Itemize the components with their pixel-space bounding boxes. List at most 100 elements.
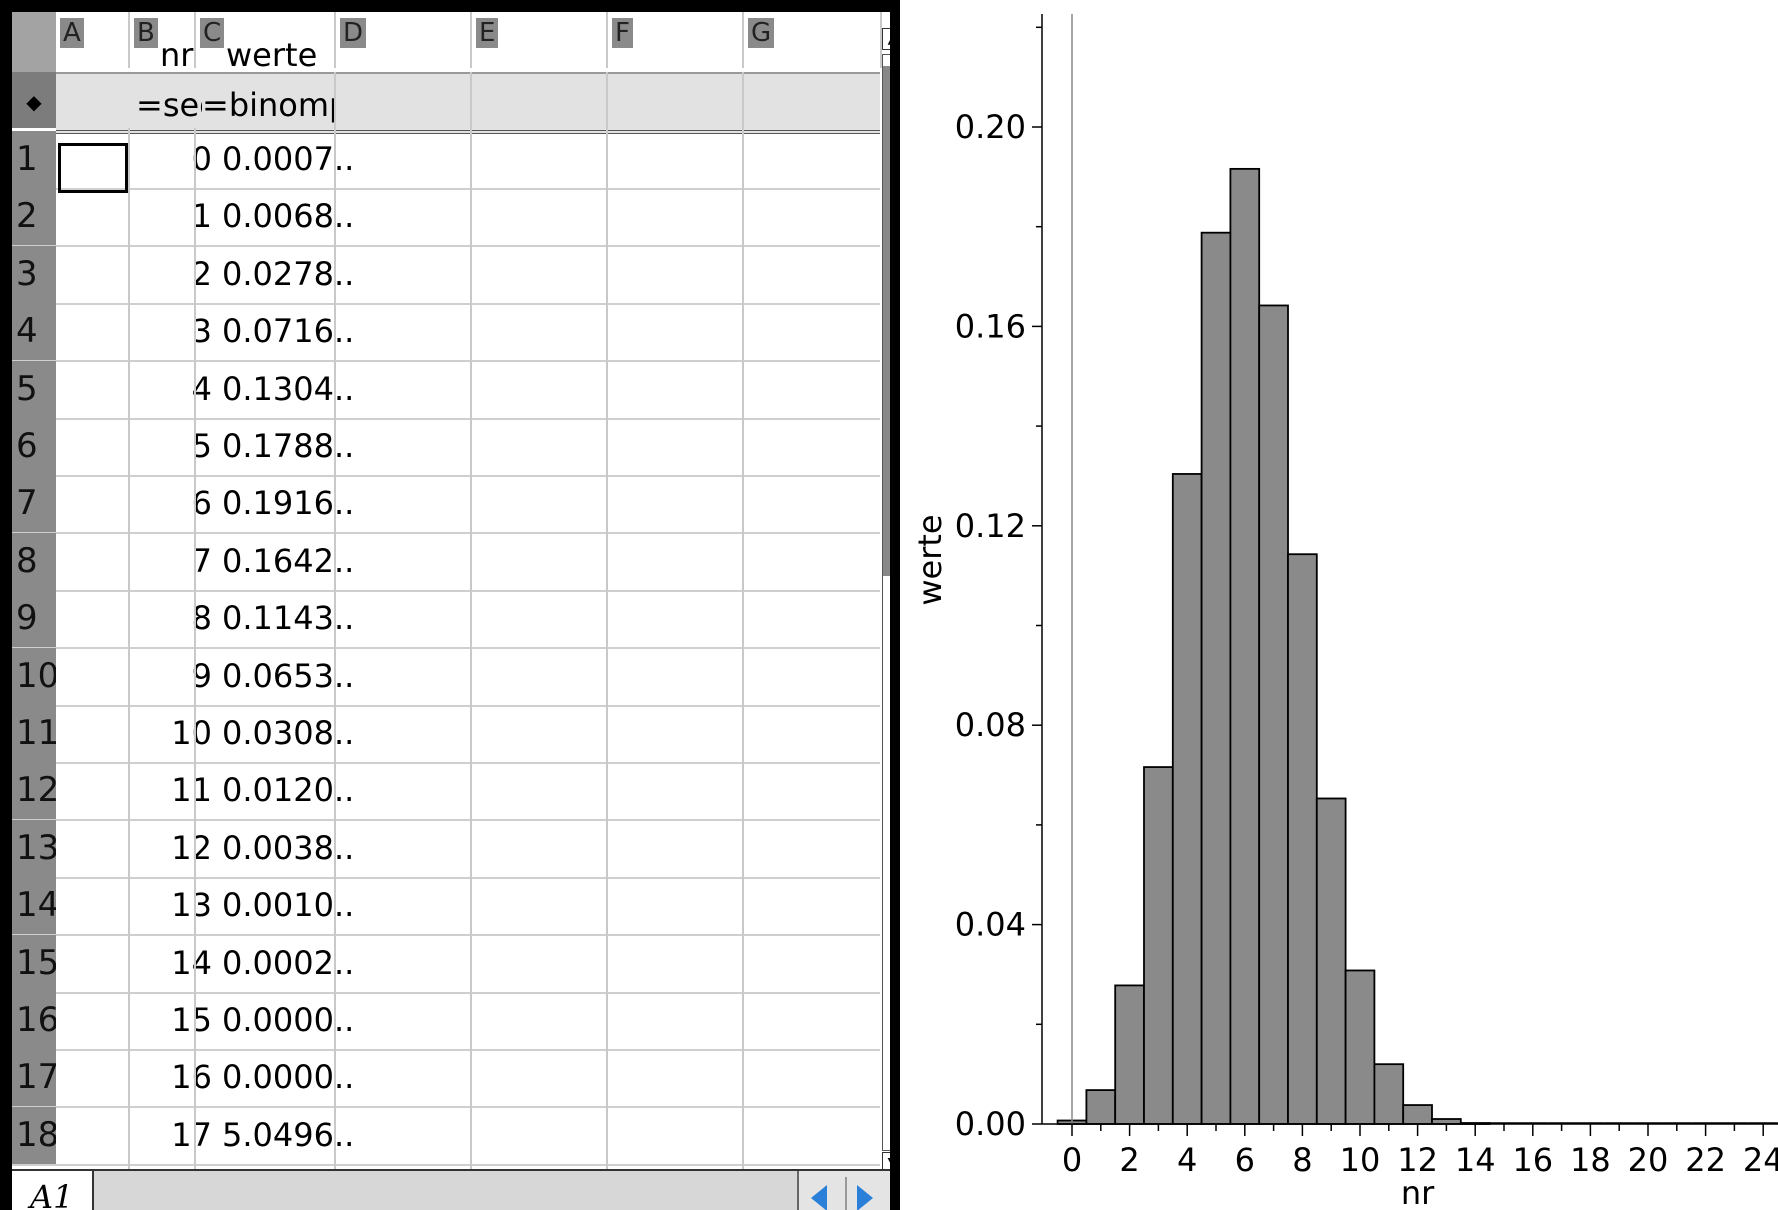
cell-nr[interactable]: 12 xyxy=(171,828,212,867)
table-row[interactable]: 7 6 0.1916.. xyxy=(12,475,880,535)
cell-nr[interactable]: 3 xyxy=(191,312,212,351)
row-number[interactable]: 14 xyxy=(12,877,56,935)
cell-werte[interactable]: 0.0010.. xyxy=(222,886,352,925)
table-row[interactable]: 13 12 0.0038.. xyxy=(12,819,880,879)
selected-cell-a1[interactable] xyxy=(58,143,128,193)
row-number[interactable]: 3 xyxy=(12,245,56,303)
cell-nr[interactable]: 11 xyxy=(171,771,212,810)
histogram-bar[interactable] xyxy=(1143,766,1174,1125)
cell-nr[interactable]: 8 xyxy=(191,599,212,638)
histogram-bar[interactable] xyxy=(1344,969,1376,1125)
scroll-track[interactable] xyxy=(882,54,890,1151)
cell-nr[interactable]: 1 xyxy=(191,197,212,236)
table-row[interactable]: 1 0 0.0007.. xyxy=(12,131,880,190)
cell-werte[interactable]: 0.0002.. xyxy=(222,943,352,982)
table-row[interactable]: 3 2 0.0278.. xyxy=(12,245,880,305)
cell-nr[interactable]: 17 xyxy=(171,1115,212,1154)
cell-nr[interactable]: 14 xyxy=(171,943,212,982)
column-header-d[interactable]: D xyxy=(336,12,472,68)
next-page-icon[interactable] xyxy=(857,1185,873,1210)
cell-werte[interactable]: 0.0308.. xyxy=(222,714,352,752)
histogram-bar[interactable] xyxy=(1287,553,1318,1125)
vertical-scrollbar[interactable]: ▲ ▼ xyxy=(880,26,890,1174)
cell-werte[interactable]: 0.0000.. xyxy=(222,1058,352,1097)
table-row[interactable]: 10 9 0.0653.. xyxy=(12,647,880,707)
row-number[interactable]: 6 xyxy=(12,418,56,475)
table-row[interactable]: 9 8 0.1143.. xyxy=(12,590,880,650)
column-header-e[interactable]: E xyxy=(472,12,608,68)
table-row[interactable]: 4 3 0.0716.. xyxy=(12,303,880,363)
cell-werte[interactable]: 5.0496.. xyxy=(222,1115,352,1154)
row-number[interactable]: 18 xyxy=(12,1106,56,1164)
table-row[interactable]: 5 4 0.1304.. xyxy=(12,360,880,420)
y-axis-label[interactable]: werte xyxy=(911,514,949,605)
cell-nr[interactable]: 9 xyxy=(191,656,212,695)
table-row[interactable]: 14 13 0.0010.. xyxy=(12,877,880,937)
cell-werte[interactable]: 0.1143.. xyxy=(222,599,352,638)
cell-nr[interactable]: 4 xyxy=(191,369,212,408)
table-row[interactable]: 11 10 0.0308.. xyxy=(12,705,880,764)
previous-page-icon[interactable] xyxy=(811,1185,827,1210)
graph-pane[interactable]: 0.00 0.04 0.08 0.12 0.16 0.20 0 2 4 6 8 10 12 14 16 18 2… xyxy=(900,0,1778,1210)
column-header-g[interactable]: G xyxy=(744,12,882,68)
histogram-bar[interactable] xyxy=(1085,1089,1117,1125)
row-number[interactable]: 1 xyxy=(12,131,56,188)
histogram-bar[interactable] xyxy=(1200,231,1232,1125)
cell-werte[interactable]: 0.0653.. xyxy=(222,656,352,695)
cell-nr[interactable]: 15 xyxy=(171,1001,212,1039)
cell-werte[interactable]: 0.0716.. xyxy=(222,312,352,351)
column-header-f[interactable]: F xyxy=(608,12,744,68)
cell-werte[interactable]: 0.1788.. xyxy=(222,427,352,465)
cell-werte[interactable]: 0.1642.. xyxy=(222,541,352,580)
row-number[interactable]: 17 xyxy=(12,1049,56,1107)
histogram-bar[interactable] xyxy=(1229,167,1261,1125)
scroll-thumb[interactable] xyxy=(883,66,890,576)
row-number[interactable]: 8 xyxy=(12,532,56,590)
row-number[interactable]: 5 xyxy=(12,360,56,418)
formula-cell-b[interactable]: =seq xyxy=(136,86,202,124)
row-number[interactable]: 4 xyxy=(12,303,56,361)
column-header-c[interactable]: C werte xyxy=(196,12,336,74)
table-row[interactable]: 8 7 0.1642.. xyxy=(12,532,880,592)
histogram-bar[interactable] xyxy=(1402,1104,1433,1125)
cell-werte[interactable]: 0.1304.. xyxy=(222,369,352,408)
row-number[interactable]: 16 xyxy=(12,992,56,1049)
cell-werte[interactable]: 0.1916.. xyxy=(222,484,352,523)
table-row[interactable]: 6 5 0.1788.. xyxy=(12,418,880,477)
histogram-bar[interactable] xyxy=(1114,984,1145,1125)
cell-werte[interactable]: 0.0068.. xyxy=(222,197,352,236)
table-row[interactable]: 18 17 5.0496.. xyxy=(12,1106,880,1166)
column-header-a[interactable]: A xyxy=(56,12,130,68)
cell-nr[interactable]: 13 xyxy=(171,886,212,925)
histogram-bar[interactable] xyxy=(1258,304,1289,1125)
row-number[interactable]: 11 xyxy=(12,705,56,762)
cell-werte[interactable]: 0.0120.. xyxy=(222,771,352,810)
scroll-up-button[interactable]: ▲ xyxy=(882,28,890,50)
row-number[interactable]: 12 xyxy=(12,762,56,820)
table-row[interactable]: 16 15 0.0000.. xyxy=(12,992,880,1051)
row-number[interactable]: 10 xyxy=(12,647,56,705)
row-number[interactable]: 15 xyxy=(12,934,56,992)
cell-nr[interactable]: 2 xyxy=(191,254,212,293)
column-header-b[interactable]: B nr xyxy=(130,12,196,74)
table-row[interactable]: 15 14 0.0002.. xyxy=(12,934,880,994)
formula-cell-c[interactable]: =binomp xyxy=(202,86,334,124)
cell-nr[interactable]: 16 xyxy=(171,1058,212,1097)
histogram-bar[interactable] xyxy=(1171,473,1203,1125)
table-row[interactable]: 12 11 0.0120.. xyxy=(12,762,880,822)
cell-nr[interactable]: 0 xyxy=(191,140,212,178)
table-row[interactable]: 2 1 0.0068.. xyxy=(12,188,880,248)
row-number[interactable]: 7 xyxy=(12,475,56,533)
cell-nr[interactable]: 5 xyxy=(191,427,212,465)
row-number[interactable]: 13 xyxy=(12,819,56,877)
cell-nr[interactable]: 7 xyxy=(191,541,212,580)
cell-werte[interactable]: 0.0007.. xyxy=(222,140,352,178)
cell-werte[interactable]: 0.0000.. xyxy=(222,1001,352,1039)
cell-werte[interactable]: 0.0278.. xyxy=(222,254,352,293)
row-number[interactable]: 2 xyxy=(12,188,56,246)
cell-werte[interactable]: 0.0038.. xyxy=(222,828,352,867)
histogram-bar[interactable] xyxy=(1315,797,1347,1125)
row-number[interactable]: 9 xyxy=(12,590,56,648)
cell-nr[interactable]: 10 xyxy=(171,714,212,752)
histogram-bar[interactable] xyxy=(1373,1063,1405,1125)
